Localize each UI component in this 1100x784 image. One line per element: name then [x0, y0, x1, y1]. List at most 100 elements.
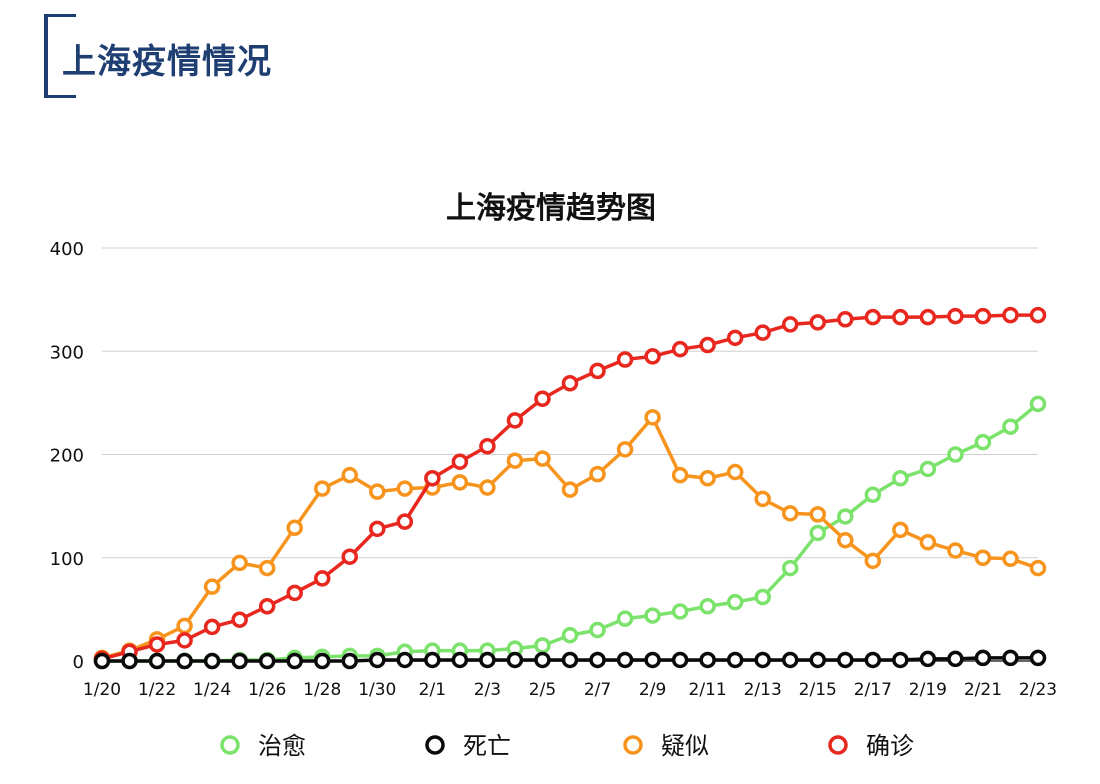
- data-point: [1029, 306, 1047, 324]
- data-point: [974, 433, 992, 451]
- data-point: [451, 651, 469, 669]
- data-point: [699, 598, 716, 615]
- data-point: [809, 506, 827, 523]
- legend-marker: [425, 735, 445, 755]
- data-point: [837, 531, 854, 549]
- data-point: [93, 652, 111, 670]
- data-point: [864, 486, 882, 504]
- data-point: [589, 465, 606, 483]
- y-tick-label: 200: [50, 446, 84, 467]
- data-point: [258, 652, 276, 670]
- data-point: [561, 375, 579, 392]
- data-point: [919, 460, 937, 478]
- data-point: [1002, 306, 1019, 324]
- series-confirmed: [93, 306, 1047, 668]
- data-point: [837, 508, 854, 525]
- data-point: [616, 610, 634, 627]
- page-header: 上海疫情情况: [44, 14, 644, 98]
- data-point: [176, 632, 193, 649]
- data-point: [919, 650, 937, 668]
- data-point: [919, 534, 937, 551]
- data-point: [313, 652, 331, 670]
- y-axis: 0 100 200 300 400: [50, 239, 84, 673]
- data-point: [974, 649, 992, 667]
- x-axis: 1/20 1/22 1/24 1/26 1/28 1/30 2/1 2/3 2/5 2/7 2/9 2…: [83, 680, 1057, 700]
- data-point: [369, 520, 386, 538]
- data-point: [341, 652, 359, 670]
- data-point: [231, 611, 248, 628]
- data-point: [561, 626, 579, 644]
- data-point: [892, 651, 909, 669]
- data-point: [479, 651, 496, 669]
- data-point: [671, 466, 689, 484]
- data-point: [561, 651, 579, 669]
- x-tick-label: 2/9: [639, 680, 666, 700]
- data-point: [699, 469, 716, 487]
- data-point: [754, 651, 771, 669]
- data-point: [313, 480, 331, 497]
- data-point: [754, 588, 771, 606]
- x-tick-label: 2/5: [529, 680, 556, 700]
- x-tick-label: 1/30: [358, 680, 396, 700]
- y-tick-label: 300: [50, 342, 84, 363]
- series-deaths: [93, 649, 1047, 670]
- data-point: [671, 651, 689, 669]
- data-point: [341, 548, 359, 565]
- legend: 治愈 死亡 疑似 确诊: [220, 732, 914, 760]
- data-point: [671, 340, 689, 358]
- data-point: [176, 617, 193, 635]
- legend-marker: [220, 735, 240, 755]
- data-point: [616, 441, 634, 458]
- data-point: [313, 570, 331, 587]
- data-point: [176, 652, 193, 670]
- data-point: [892, 521, 909, 539]
- legend-marker: [828, 735, 848, 755]
- data-point: [203, 578, 221, 595]
- data-point: [644, 409, 661, 426]
- legend-label: 疑似: [661, 732, 709, 760]
- data-point: [589, 651, 606, 669]
- data-point: [837, 651, 854, 669]
- data-point: [919, 308, 937, 326]
- data-point: [644, 651, 661, 669]
- data-point: [258, 598, 276, 615]
- x-tick-label: 2/13: [744, 680, 782, 700]
- data-point: [1029, 649, 1047, 667]
- data-point: [947, 307, 964, 325]
- data-point: [534, 637, 551, 654]
- x-tick-label: 1/20: [83, 680, 121, 700]
- data-point: [726, 651, 744, 669]
- data-point: [1029, 395, 1047, 413]
- x-tick-label: 2/1: [419, 680, 446, 700]
- data-point: [534, 450, 551, 467]
- data-point: [781, 651, 799, 669]
- data-point: [864, 651, 882, 669]
- data-point: [947, 650, 964, 668]
- x-tick-label: 2/11: [689, 680, 727, 700]
- data-point: [231, 554, 248, 572]
- data-point: [1029, 559, 1047, 577]
- page-title: 上海疫情情况: [62, 42, 272, 82]
- data-point: [947, 446, 964, 463]
- data-point: [534, 651, 551, 669]
- data-point: [286, 519, 303, 537]
- data-point: [479, 479, 496, 496]
- data-point: [258, 559, 276, 577]
- data-point: [837, 310, 854, 328]
- data-point: [451, 474, 469, 491]
- data-point: [561, 481, 579, 498]
- legend-label: 确诊: [866, 732, 914, 760]
- data-point: [1002, 550, 1019, 568]
- data-point: [286, 584, 303, 602]
- legend-item: 确诊: [828, 732, 914, 760]
- data-point: [203, 652, 221, 670]
- data-point: [148, 636, 166, 653]
- data-point: [369, 651, 386, 669]
- series-layer: [93, 306, 1047, 670]
- data-point: [589, 362, 606, 380]
- data-point: [396, 513, 414, 530]
- data-point: [809, 651, 827, 669]
- data-point: [781, 559, 799, 577]
- data-point: [341, 466, 359, 484]
- data-point: [892, 308, 909, 326]
